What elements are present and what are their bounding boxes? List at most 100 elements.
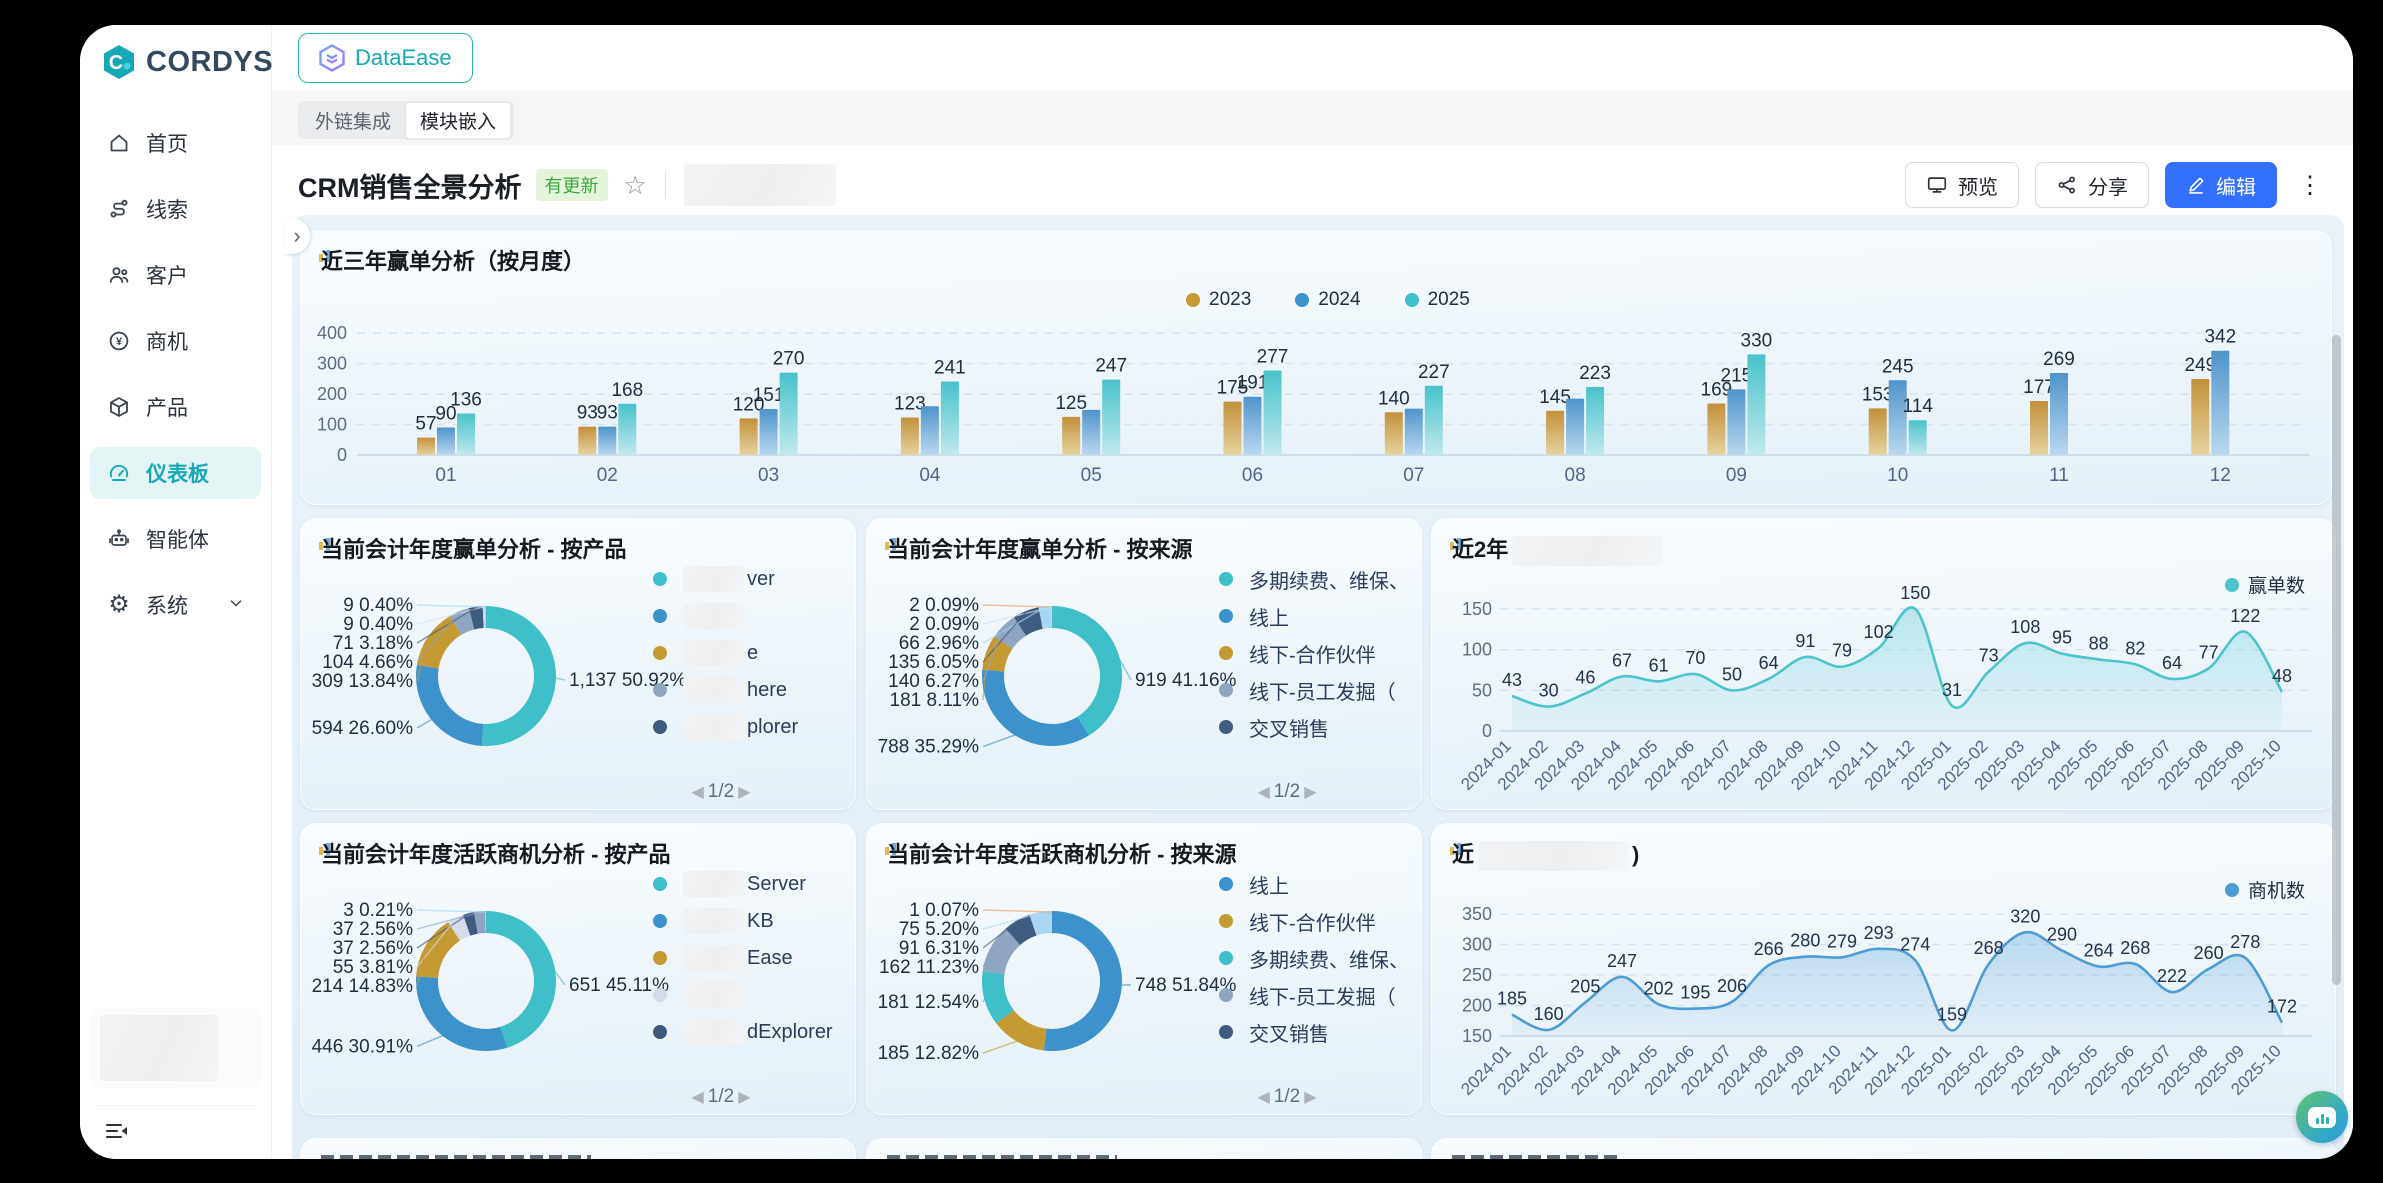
dataease-app-button[interactable]: DataEase (298, 33, 473, 83)
svg-text:280: 280 (1790, 931, 1820, 951)
topbar-background (272, 25, 2353, 91)
svg-text:175: 175 (1217, 378, 1249, 399)
sidebar-item-leads[interactable]: 线索 (90, 183, 261, 235)
user-profile-card[interactable] (90, 1007, 262, 1089)
legend-item-2023[interactable]: 2023 (1186, 289, 1251, 311)
legend-item[interactable]: ver (653, 566, 798, 592)
legend-item[interactable]: 线上 (1219, 604, 1409, 630)
more-options-button[interactable]: ⋮ (2298, 171, 2322, 199)
card-title: 近三年赢单分析（按月度） (321, 249, 586, 274)
redacted-legend-text (683, 1019, 745, 1045)
vertical-scrollbar[interactable] (2332, 335, 2341, 985)
svg-text:3 0.21%: 3 0.21% (343, 900, 413, 921)
pager-label: 1/2 (707, 1086, 735, 1107)
legend-item[interactable]: 线下-合作伙伴 (1219, 641, 1409, 667)
sidebar-item-dashboards[interactable]: 仪表板 (90, 447, 261, 499)
svg-text:2 0.09%: 2 0.09% (909, 595, 979, 616)
legend-item[interactable]: 线下-员工发掘（ (1219, 678, 1409, 704)
svg-text:66 2.96%: 66 2.96% (899, 633, 979, 654)
pager-prev-icon[interactable]: ◀ (1257, 1089, 1270, 1106)
svg-text:223: 223 (1579, 363, 1611, 384)
legend-item[interactable]: 多期续费、维保、 (1219, 946, 1409, 972)
svg-text:181 8.11%: 181 8.11% (890, 690, 980, 711)
sidebar-item-customers[interactable]: 客户 (90, 249, 261, 301)
legend-item[interactable]: 线上 (1219, 872, 1409, 898)
win-trend-legend[interactable]: 赢单数 (2224, 571, 2305, 598)
opp-product-pagination: ◀ 1/2 ▶ (661, 1086, 781, 1108)
svg-text:46: 46 (1575, 668, 1595, 688)
sidebar: C CORDYS 首页 线索 客户 ¥ 商机 (80, 25, 273, 1159)
tab-external-link[interactable]: 外链集成 (315, 111, 392, 133)
agent-robot-icon (106, 526, 132, 552)
legend-dot (653, 683, 667, 697)
updated-badge: 有更新 (535, 169, 608, 201)
legend-item[interactable]: Ease (653, 945, 833, 971)
svg-text:268: 268 (1974, 938, 2004, 958)
edit-button[interactable]: 编辑 (2165, 162, 2277, 208)
svg-text:30: 30 (1539, 681, 1559, 701)
legend-item[interactable] (653, 603, 798, 629)
svg-text:9 0.40%: 9 0.40% (343, 595, 413, 616)
legend-item[interactable]: 交叉销售 (1219, 715, 1409, 741)
pager-next-icon[interactable]: ▶ (738, 784, 751, 801)
legend-item[interactable]: 交叉销售 (1219, 1020, 1409, 1046)
svg-text:247: 247 (1607, 951, 1637, 971)
share-button[interactable]: 分享 (2035, 162, 2149, 208)
legend-label: ver (747, 567, 775, 590)
legend-dot (1219, 646, 1233, 660)
legend-label: dExplorer (747, 1020, 833, 1043)
legend-item[interactable]: e (653, 640, 798, 666)
legend-item[interactable]: plorer (653, 714, 798, 740)
sidebar-item-agents[interactable]: 智能体 (90, 513, 261, 565)
sidebar-item-home[interactable]: 首页 (90, 117, 261, 169)
pager-next-icon[interactable]: ▶ (1304, 1089, 1317, 1106)
brand-logo[interactable]: C CORDYS (100, 43, 273, 81)
pager-prev-icon[interactable]: ◀ (1257, 784, 1270, 801)
pager-next-icon[interactable]: ▶ (738, 1089, 751, 1106)
card-title: 近) (1452, 837, 1639, 872)
tab-module-embed[interactable]: 模块嵌入 (405, 101, 512, 139)
svg-text:153: 153 (1862, 384, 1894, 405)
chevron-down-icon (227, 594, 245, 617)
legend-item-2025[interactable]: 2025 (1404, 289, 1470, 311)
sidebar-item-products[interactable]: 产品 (90, 381, 261, 433)
legend-item[interactable] (653, 982, 833, 1008)
svg-text:150: 150 (1462, 599, 1492, 619)
clipped-card-title (1452, 1155, 1622, 1159)
legend-item[interactable]: Server (653, 871, 833, 897)
pager-prev-icon[interactable]: ◀ (691, 784, 704, 801)
favorite-star-icon[interactable]: ☆ (623, 170, 647, 200)
legend-item[interactable]: 线下-合作伙伴 (1219, 909, 1409, 935)
legend-item-2024[interactable]: 2024 (1295, 289, 1361, 311)
svg-text:266: 266 (1754, 939, 1784, 959)
opp-trend-legend[interactable]: 商机数 (2224, 876, 2305, 903)
svg-text:250: 250 (1462, 965, 1492, 985)
legend-item[interactable]: here (653, 677, 798, 703)
svg-text:249: 249 (2184, 355, 2216, 376)
svg-text:214 14.83%: 214 14.83% (312, 976, 414, 997)
legend-item[interactable]: 线下-员工发掘（ (1219, 983, 1409, 1009)
sidebar-item-system[interactable]: ⚙ 系统 (90, 579, 261, 631)
win-product-legend: ver e here plorer (653, 566, 798, 752)
svg-text:150: 150 (1900, 583, 1930, 603)
redacted-legend-text (683, 640, 745, 666)
svg-text:70: 70 (1685, 648, 1705, 668)
legend-item[interactable]: KB (653, 908, 833, 934)
svg-text:12: 12 (2210, 465, 2231, 486)
legend-dot (1186, 293, 1200, 307)
svg-text:10: 10 (1887, 465, 1908, 486)
dataease-assistant-float-button[interactable] (2296, 1091, 2348, 1143)
legend-dot (2224, 882, 2239, 897)
preview-button[interactable]: 预览 (1905, 162, 2019, 208)
pager-next-icon[interactable]: ▶ (1304, 784, 1317, 801)
legend-item[interactable]: dExplorer (653, 1019, 833, 1045)
svg-text:¥: ¥ (116, 336, 123, 348)
mini-chart-icon (1450, 538, 1461, 550)
collapse-sidebar-button[interactable] (104, 1119, 130, 1143)
brand-name: CORDYS (146, 45, 274, 78)
svg-text:651 45.11%: 651 45.11% (569, 975, 669, 996)
sidebar-item-opportunities[interactable]: ¥ 商机 (90, 315, 261, 367)
pager-prev-icon[interactable]: ◀ (691, 1089, 704, 1106)
legend-item[interactable]: 多期续费、维保、 (1219, 567, 1409, 593)
svg-text:202: 202 (1644, 978, 1674, 998)
